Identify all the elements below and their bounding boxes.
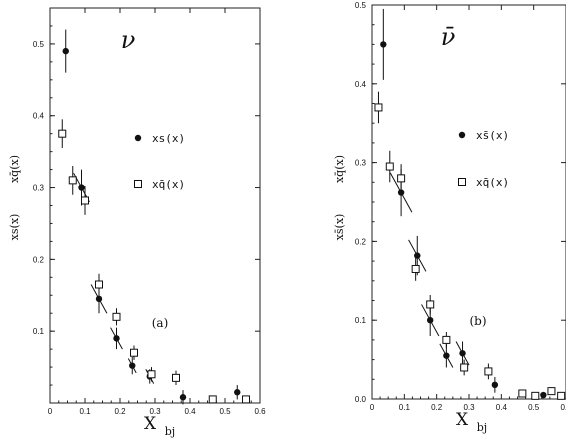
panel-b: 0 0.1 0.2 0.3 0.4 0.5 0.6 0.0 0.1 0.2 0.3 0.4 0.5 xs̄… (333, 1, 566, 434)
data-point-square (557, 391, 566, 400)
data-point-square (531, 391, 540, 400)
data-point-square (397, 174, 406, 183)
y-tick-label: 0.2 (355, 237, 367, 246)
data-point-circle (113, 335, 120, 342)
data-point-circle (95, 295, 103, 303)
data-point-square (68, 176, 77, 185)
panel-label: (b) (469, 314, 486, 328)
y-axis-label-over: xq̄(x) (333, 155, 346, 183)
data-point-circle (491, 381, 499, 389)
panel-label: (a) (152, 316, 169, 330)
legend-label: xs(x) (152, 132, 185, 145)
data-point-square (518, 389, 527, 398)
data-point-circle (427, 317, 434, 324)
data-point-circle (62, 47, 69, 55)
legend-marker-circle (458, 131, 466, 139)
y-tick-label: 0.3 (355, 159, 367, 168)
data-point-square (385, 162, 394, 171)
data-point-circle (179, 394, 187, 401)
data-point-circle (414, 252, 421, 259)
y-axis-label: xs̄(x) xq̄(x) (333, 155, 346, 240)
x-tick-label: 0.5 (219, 407, 231, 416)
y-tick-label: 0.2 (33, 255, 45, 264)
panel-a: 0 0.1 0.2 0.3 0.4 0.5 0.60.10.20.30.40.5xs(x)x… (8, 7, 266, 438)
data-point-square (547, 387, 556, 396)
data-point-square (81, 196, 89, 205)
y-axis-label-main: xs̄(x) (333, 214, 346, 241)
x-tick-label: 0.6 (254, 407, 266, 416)
data-point-square (112, 312, 121, 321)
y-tick-label: 0.0 (355, 395, 367, 404)
data-point-square (208, 395, 217, 404)
data-point-square (484, 367, 493, 376)
y-axis-label: xs(x) xq̄(x) (8, 155, 21, 240)
data-point-square (426, 300, 435, 309)
data-point-circle (540, 391, 547, 399)
data-point-square (95, 280, 103, 289)
y-axis-label-over: xq̄(x) (8, 155, 21, 183)
data-point-square (58, 129, 67, 138)
data-point-square (411, 264, 420, 273)
x-axis-label: X (456, 410, 469, 430)
y-tick-label: 0.5 (355, 1, 367, 10)
legend-label: xs̄(x) (476, 129, 509, 142)
y-tick-label: 0.5 (33, 40, 45, 49)
data-point-square (460, 363, 469, 372)
data-point-square (147, 370, 156, 379)
data-point-square (130, 348, 138, 357)
y-tick-label: 0.3 (33, 184, 45, 193)
data-point-square (172, 373, 180, 382)
x-tick-label: 0 (48, 407, 53, 416)
y-axis-label-main: xs(x) (8, 214, 21, 241)
x-tick-label: 0.4 (496, 403, 508, 412)
y-tick-label: 0.4 (355, 80, 367, 89)
x-tick-label: 0.3 (463, 403, 475, 412)
legend-marker-square (134, 180, 142, 188)
x-axis-label-subscript: bj (477, 421, 487, 434)
legend-label: xq̄(x) (476, 176, 509, 189)
x-tick-label: 0.2 (431, 403, 443, 412)
legend-label: xq̄(x) (152, 178, 185, 191)
data-point-circle (459, 350, 466, 357)
y-tick-label: 0.1 (33, 327, 45, 336)
x-tick-label: 0 (370, 403, 375, 412)
x-tick-label: 0.3 (149, 407, 161, 416)
data-point-square (442, 335, 451, 344)
x-tick-label: 0.6 (560, 403, 566, 412)
data-point-square (242, 395, 250, 404)
legend-marker-circle (134, 134, 142, 142)
process-symbol: ν (121, 26, 136, 54)
x-axis-label-subscript: bj (165, 425, 175, 438)
x-tick-label: 0.2 (114, 407, 126, 416)
x-tick-label: 0.4 (184, 407, 196, 416)
x-axis-label: X (144, 414, 157, 434)
data-point-circle (78, 184, 85, 191)
data-point-square (374, 103, 383, 112)
data-point-circle (380, 41, 387, 48)
data-point-circle (129, 362, 136, 369)
legend-marker-square (458, 178, 466, 186)
x-tick-label: 0.1 (79, 407, 91, 416)
x-tick-label: 0.5 (528, 403, 540, 412)
data-point-circle (443, 352, 450, 359)
data-point-circle (234, 389, 241, 396)
process-symbol: ν̄ (441, 23, 456, 51)
x-tick-label: 0.1 (399, 403, 411, 412)
y-tick-label: 0.4 (33, 112, 45, 121)
y-tick-label: 0.1 (355, 316, 367, 325)
